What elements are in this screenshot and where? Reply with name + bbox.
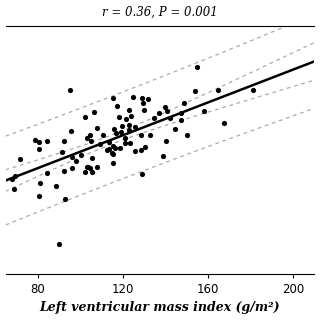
Point [36, 139, 41, 144]
Point [215, 88, 220, 93]
Point [123, 140, 128, 146]
Point [85, 164, 91, 169]
Point [94, 125, 100, 130]
Point [91, 109, 96, 115]
Text: r = 0.36, P = 0.001: r = 0.36, P = 0.001 [102, 5, 218, 19]
Point [151, 116, 156, 121]
Point [37, 180, 42, 186]
Point [59, 149, 64, 155]
Point [140, 171, 145, 176]
Point [9, 176, 14, 181]
Point [88, 165, 93, 171]
Point [18, 156, 23, 161]
Point [164, 108, 169, 114]
Point [126, 123, 132, 128]
Point [109, 151, 114, 156]
Point [110, 143, 115, 148]
Point [37, 193, 42, 198]
Point [89, 169, 94, 174]
Point [61, 169, 66, 174]
Point [160, 153, 165, 158]
Point [114, 104, 119, 109]
Point [182, 100, 187, 105]
Point [138, 132, 143, 137]
Point [179, 110, 184, 116]
Point [117, 145, 123, 150]
Point [78, 152, 83, 157]
Point [251, 88, 256, 93]
Point [131, 95, 136, 100]
Point [156, 110, 162, 116]
Point [88, 139, 93, 144]
Point [127, 141, 132, 146]
Point [44, 138, 49, 143]
Point [68, 87, 73, 92]
Point [56, 242, 61, 247]
Point [111, 151, 116, 156]
Point [123, 136, 128, 141]
Point [116, 115, 121, 120]
Point [172, 126, 178, 132]
Point [133, 125, 138, 130]
Point [12, 186, 17, 191]
Point [127, 108, 132, 113]
Point [32, 137, 37, 142]
Point [141, 108, 146, 113]
Point [110, 160, 116, 165]
Point [114, 131, 119, 136]
Point [82, 114, 87, 119]
Point [98, 141, 103, 146]
Point [202, 108, 207, 113]
Point [124, 116, 129, 121]
Point [83, 170, 88, 175]
Point [12, 174, 17, 179]
Point [94, 164, 99, 170]
Point [140, 100, 146, 106]
Point [110, 96, 116, 101]
Point [73, 159, 78, 164]
Point [126, 127, 131, 132]
Point [107, 140, 112, 145]
Point [142, 145, 147, 150]
Point [37, 147, 42, 152]
Point [69, 154, 74, 159]
Point [111, 126, 116, 132]
Point [132, 148, 138, 153]
Point [128, 114, 133, 119]
Point [112, 146, 117, 151]
Point [167, 116, 172, 121]
Point [118, 129, 124, 134]
Point [62, 139, 67, 144]
Point [185, 132, 190, 138]
Point [193, 88, 198, 93]
Point [119, 124, 124, 129]
Point [44, 171, 49, 176]
Point [88, 133, 93, 138]
Point [84, 164, 89, 170]
Point [89, 156, 94, 161]
Point [179, 117, 184, 123]
Point [221, 120, 226, 125]
Point [195, 65, 200, 70]
Point [163, 138, 168, 143]
Point [62, 197, 67, 202]
Point [148, 132, 153, 138]
Point [69, 166, 74, 171]
Point [146, 96, 151, 101]
Point [100, 132, 105, 138]
Point [138, 147, 143, 152]
Point [163, 105, 168, 110]
Point [68, 128, 74, 133]
Point [84, 136, 89, 141]
Point [104, 147, 109, 152]
Point [107, 146, 112, 151]
Point [140, 96, 145, 101]
Point [53, 184, 58, 189]
X-axis label: Left ventricular mass index (g/m²): Left ventricular mass index (g/m²) [40, 301, 280, 315]
